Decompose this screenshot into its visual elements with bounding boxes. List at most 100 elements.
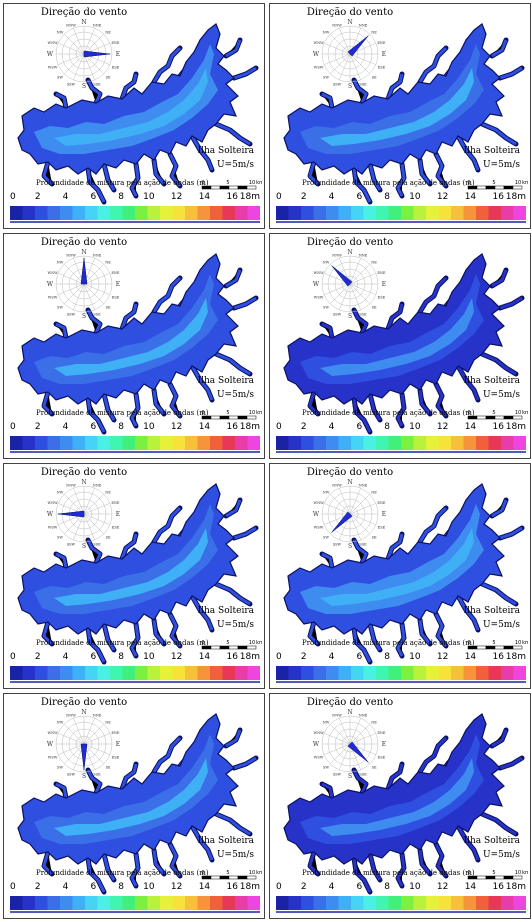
compass-label: NE [105, 720, 111, 724]
reservoir-arm-water [225, 729, 242, 748]
scale-label: 0 [467, 180, 470, 186]
colorbar-swatch [376, 666, 389, 680]
colorbar-swatch [172, 436, 186, 450]
compass-label: SSW [333, 313, 342, 317]
scale-label: 0 [201, 640, 204, 646]
colorbar-swatch [97, 206, 111, 220]
reservoir-arm-water [130, 853, 140, 887]
compass-label: SE [372, 536, 377, 540]
colorbar-swatch [438, 436, 452, 450]
compass-label: ENE [111, 271, 120, 275]
colorbar-swatch [351, 666, 364, 680]
scale-label: 10 [249, 410, 255, 416]
colorbar-swatch [401, 206, 414, 220]
compass-label: ESE [378, 65, 386, 69]
reservoir-map [283, 713, 525, 895]
colorbar-swatch [172, 666, 186, 680]
colorbar-swatch [463, 896, 477, 910]
depth-zone [300, 734, 484, 844]
wind-direction-title: Direção do vento [306, 237, 394, 248]
colorbar-swatch [160, 666, 173, 680]
compass-label: W [313, 511, 320, 518]
scale-label: 10 [249, 870, 255, 876]
colorbar-swatch [47, 896, 61, 910]
colorbar-tick-label: 16 [492, 422, 504, 432]
colorbar-swatch [438, 206, 452, 220]
compass-label: NNW [332, 483, 342, 487]
depth-zone [34, 504, 218, 614]
reservoir-arm-water [481, 582, 517, 606]
colorbar-swatch [172, 896, 186, 910]
colorbar-tick-label: 8 [384, 422, 390, 432]
colorbar-swatch [276, 206, 289, 220]
colorbar-swatch [110, 436, 123, 450]
reservoir-arm-water [102, 853, 116, 881]
colorbar-swatch [197, 666, 211, 680]
colorbar-swatch [247, 436, 260, 450]
colorbar-swatch [326, 436, 339, 450]
reservoir-arm-water [352, 397, 372, 433]
reservoir-arm-water [120, 763, 138, 790]
wind-map-panel: Direção do vento N NNE NE ENE E ESE SE SSE S SSW SW… [3, 233, 265, 459]
reservoir-arm-water [418, 46, 448, 83]
reservoir-arm-water [190, 135, 214, 171]
compass-label: NNW [332, 253, 342, 257]
colorbar-tick-label: 10 [409, 422, 421, 432]
compass-label: NNE [93, 713, 102, 717]
compass-label: SSE [93, 773, 101, 777]
colorbar-swatch [185, 666, 198, 680]
reservoir-arm-water [491, 729, 508, 748]
reservoir-arm-water [418, 159, 432, 185]
depth-zone [300, 44, 484, 154]
colorbar-tick-label: 14 [198, 652, 211, 662]
compass-label: NE [371, 720, 377, 724]
site-label: Ilha Solteira U=5m/s [464, 374, 520, 402]
site-label: Ilha Solteira U=5m/s [464, 604, 520, 632]
reservoir-arm-water [86, 79, 102, 104]
colorbar-tick-label: 14 [464, 192, 477, 202]
scale-bar: 0 5 10km [201, 870, 262, 880]
colorbar-tick-label: 6 [356, 192, 363, 202]
depth-zone [54, 68, 208, 146]
site-label: Ilha Solteira U=5m/s [464, 834, 520, 862]
reservoir-map [17, 713, 259, 895]
colorbar-swatch [135, 896, 148, 910]
compass-label: WNW [47, 501, 58, 505]
scale-label: km [522, 180, 528, 186]
reservoir-arm-water [225, 269, 242, 288]
colorbar-swatch [72, 206, 86, 220]
depth-zone [34, 44, 218, 154]
reservoir-arm-water [168, 383, 182, 417]
scale-label: 5 [492, 640, 495, 646]
colorbar-tick-label: 16 [492, 882, 504, 892]
compass-label: WNW [313, 271, 324, 275]
compass-label: ESE [112, 525, 120, 529]
compass-label: N [81, 249, 86, 256]
reservoir-arm-water [418, 389, 432, 415]
colorbar-tick-label: 6 [90, 652, 97, 662]
colorbar-tick-label: 12 [170, 652, 183, 662]
colorbar-swatch [97, 436, 111, 450]
compass-label: SW [323, 536, 329, 540]
reservoir-arm-water [168, 153, 182, 187]
colorbar-swatch [235, 896, 248, 910]
colorbar-tick-label: 8 [118, 422, 124, 432]
compass-label: ENE [377, 271, 386, 275]
reservoir-arm-water [456, 135, 480, 171]
compass-label: S [82, 313, 86, 320]
reservoir-map [283, 483, 525, 665]
colorbar [276, 206, 526, 223]
colorbar-swatch [476, 206, 489, 220]
compass-label: WSW [48, 755, 58, 759]
reservoir-arm-water [55, 782, 68, 799]
site-name: Ilha Solteira [197, 606, 254, 616]
colorbar-swatch [438, 666, 452, 680]
colorbar-swatch [185, 896, 198, 910]
colorbar-swatch [401, 666, 414, 680]
reservoir-arm-water [42, 391, 54, 416]
compass-label: SE [372, 76, 377, 80]
